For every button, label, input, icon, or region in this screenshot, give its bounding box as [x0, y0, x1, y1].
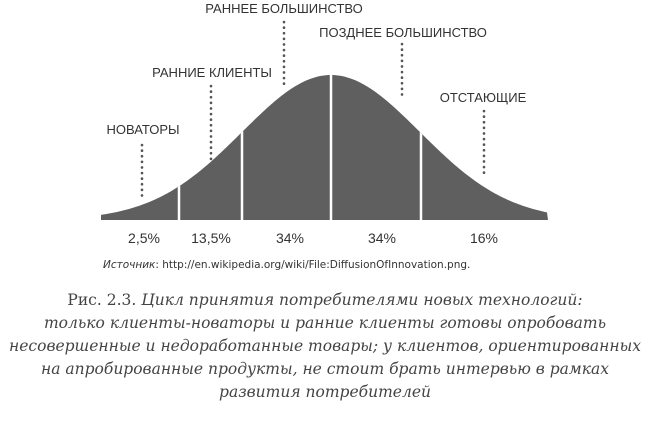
segment-label-laggards: ОТСТАЮЩИЕ: [440, 90, 527, 105]
source-note: Источник: http://en.wikipedia.org/wiki/F…: [103, 259, 470, 271]
figure-label: Рис. 2.3.: [67, 291, 137, 309]
segment-label-late-majority: ПОЗДНЕЕ БОЛЬШИНСТВО: [319, 25, 487, 40]
segment-percent-innovators: 2,5%: [128, 230, 160, 246]
segment-label-early-majority: РАННЕЕ БОЛЬШИНСТВО: [205, 1, 363, 16]
caption-line-5: развития потребителей: [219, 383, 431, 401]
adoption-curve-diagram: НОВАТОРЫ РАННИЕ КЛИЕНТЫ РАННЕЕ БОЛЬШИНСТ…: [101, 1, 548, 246]
caption-text-1: Цикл принятия потребителями новых технол…: [141, 291, 583, 309]
segment-percent-late-majority: 34%: [368, 230, 396, 246]
figure-caption: Рис. 2.3. Цикл принятия потребителями но…: [0, 289, 650, 404]
caption-line-4: на апробированные продукты, не стоит бра…: [41, 360, 609, 378]
bell-curve: [101, 75, 548, 220]
source-prefix: Источник: [103, 259, 156, 271]
segment-label-innovators: НОВАТОРЫ: [106, 122, 179, 137]
segment-percent-early-adopters: 13,5%: [191, 230, 231, 246]
caption-line-1: Рис. 2.3. Цикл принятия потребителями но…: [0, 289, 650, 312]
caption-line-3: несовершенные и недоработанные товары; у…: [9, 337, 641, 355]
segment-percent-laggards: 16%: [470, 230, 498, 246]
source-text: : http://en.wikipedia.org/wiki/File:Diff…: [155, 259, 471, 271]
caption-line-2: только клиенты-новаторы и ранние клиенты…: [43, 314, 607, 332]
segment-label-early-adopters: РАННИЕ КЛИЕНТЫ: [152, 65, 272, 80]
segment-percent-early-majority: 34%: [276, 230, 304, 246]
pointer-lines: [140, 20, 486, 200]
